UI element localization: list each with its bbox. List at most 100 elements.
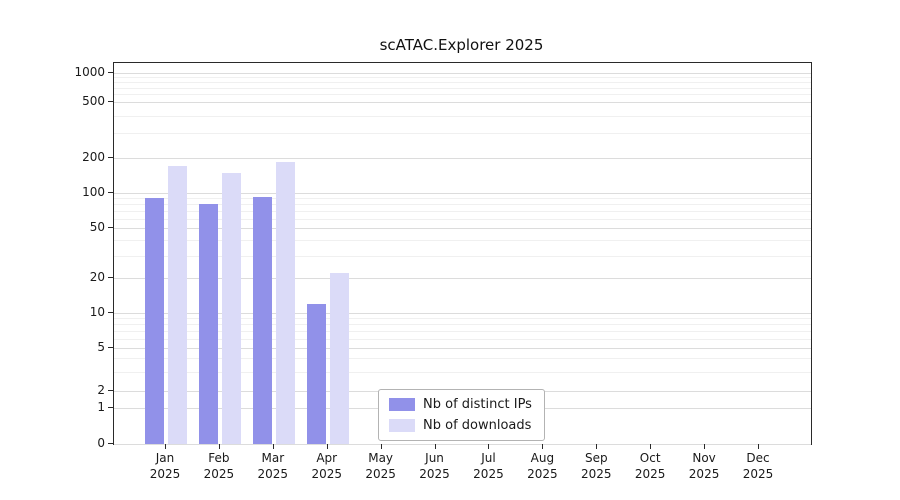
- legend-swatch-distinct-ips: [389, 398, 415, 411]
- x-tick-label: Nov 2025: [674, 450, 734, 482]
- bar-downloads-feb: [222, 173, 241, 444]
- x-tick-mark: [704, 444, 705, 449]
- x-tick-label: Aug 2025: [512, 450, 572, 482]
- x-tick-year: 2025: [257, 467, 289, 481]
- major-gridline: [114, 444, 811, 445]
- x-tick-year: 2025: [473, 467, 504, 481]
- plot-area: [113, 62, 812, 445]
- major-gridline: [114, 278, 811, 279]
- x-tick-month: Dec: [746, 451, 770, 465]
- y-tick-label: 50: [89, 220, 105, 234]
- x-tick-label: Feb 2025: [189, 450, 249, 482]
- x-tick-year: 2025: [311, 467, 342, 481]
- y-tick-label: 100: [82, 185, 105, 199]
- y-tick-mark: [108, 72, 113, 73]
- minor-gridline: [114, 211, 811, 212]
- bar-distinct-ips-jan: [145, 198, 164, 444]
- bar-distinct-ips-mar: [253, 197, 272, 444]
- y-tick-label: 1000: [74, 65, 105, 79]
- x-tick-month: Mar: [261, 451, 285, 465]
- x-tick-label: Jun 2025: [405, 450, 465, 482]
- major-gridline: [114, 193, 811, 194]
- major-gridline: [114, 158, 811, 159]
- minor-gridline: [114, 331, 811, 332]
- y-tick-mark: [108, 192, 113, 193]
- x-tick-month: Nov: [692, 451, 716, 465]
- y-tick-mark: [108, 347, 113, 348]
- minor-gridline: [114, 77, 811, 78]
- y-tick-label: 200: [82, 150, 105, 164]
- minor-gridline: [114, 256, 811, 257]
- y-tick-mark: [108, 101, 113, 102]
- x-tick-year: 2025: [634, 467, 666, 481]
- x-tick-month: Aug: [530, 451, 555, 465]
- x-tick-year: 2025: [365, 467, 396, 481]
- x-tick-label: Mar 2025: [243, 450, 303, 482]
- x-tick-month: Oct: [639, 451, 661, 465]
- bar-downloads-apr: [330, 273, 349, 444]
- x-tick-mark: [488, 444, 489, 449]
- minor-gridline: [114, 198, 811, 199]
- major-gridline: [114, 228, 811, 229]
- y-tick-label: 10: [89, 305, 105, 319]
- x-tick-label: Jan 2025: [135, 450, 195, 482]
- x-tick-year: 2025: [580, 467, 612, 481]
- minor-gridline: [114, 133, 811, 134]
- y-tick-mark: [108, 312, 113, 313]
- x-tick-month: Jul: [481, 451, 496, 465]
- x-tick-year: 2025: [419, 467, 450, 481]
- major-gridline: [114, 313, 811, 314]
- y-tick-mark: [108, 227, 113, 228]
- y-tick-mark: [108, 407, 113, 408]
- legend-label-downloads: Nb of downloads: [423, 418, 532, 433]
- legend-item-downloads: Nb of downloads: [389, 418, 532, 433]
- x-tick-month: Apr: [316, 451, 338, 465]
- legend-label-distinct-ips: Nb of distinct IPs: [423, 397, 532, 412]
- x-tick-year: 2025: [527, 467, 558, 481]
- x-tick-label: Dec 2025: [728, 450, 788, 482]
- minor-gridline: [114, 324, 811, 325]
- x-tick-mark: [542, 444, 543, 449]
- bar-distinct-ips-feb: [199, 204, 218, 444]
- minor-gridline: [114, 372, 811, 373]
- legend-swatch-downloads: [389, 419, 415, 432]
- minor-gridline: [114, 240, 811, 241]
- y-tick-label: 0: [97, 436, 105, 450]
- y-tick-mark: [108, 277, 113, 278]
- y-tick-label: 500: [82, 94, 105, 108]
- x-tick-label: May 2025: [351, 450, 411, 482]
- x-tick-month: May: [368, 451, 394, 465]
- y-tick-label: 20: [89, 270, 105, 284]
- x-tick-year: 2025: [688, 467, 720, 481]
- x-tick-month: Feb: [208, 451, 230, 465]
- x-tick-month: Sep: [584, 451, 608, 465]
- y-tick-mark: [108, 157, 113, 158]
- legend: Nb of distinct IPs Nb of downloads: [378, 389, 545, 441]
- bar-downloads-jan: [168, 166, 187, 444]
- x-tick-mark: [165, 444, 166, 449]
- minor-gridline: [114, 116, 811, 117]
- x-tick-year: 2025: [742, 467, 774, 481]
- major-gridline: [114, 102, 811, 103]
- minor-gridline: [114, 204, 811, 205]
- x-tick-mark: [381, 444, 382, 449]
- x-tick-label: Oct 2025: [620, 450, 680, 482]
- x-tick-label: Sep 2025: [566, 450, 626, 482]
- minor-gridline: [114, 358, 811, 359]
- x-tick-month: Jun: [425, 451, 444, 465]
- x-tick-mark: [219, 444, 220, 449]
- x-tick-year: 2025: [149, 467, 181, 481]
- minor-gridline: [114, 88, 811, 89]
- x-tick-mark: [327, 444, 328, 449]
- x-tick-label: Apr 2025: [297, 450, 357, 482]
- minor-gridline: [114, 94, 811, 95]
- y-tick-label: 2: [97, 383, 105, 397]
- chart-title: scATAC.Explorer 2025: [379, 36, 544, 54]
- minor-gridline: [114, 318, 811, 319]
- y-tick-mark: [108, 390, 113, 391]
- legend-item-distinct-ips: Nb of distinct IPs: [389, 397, 532, 412]
- y-tick-label: 1: [97, 400, 105, 414]
- x-tick-mark: [650, 444, 651, 449]
- x-tick-year: 2025: [203, 467, 235, 481]
